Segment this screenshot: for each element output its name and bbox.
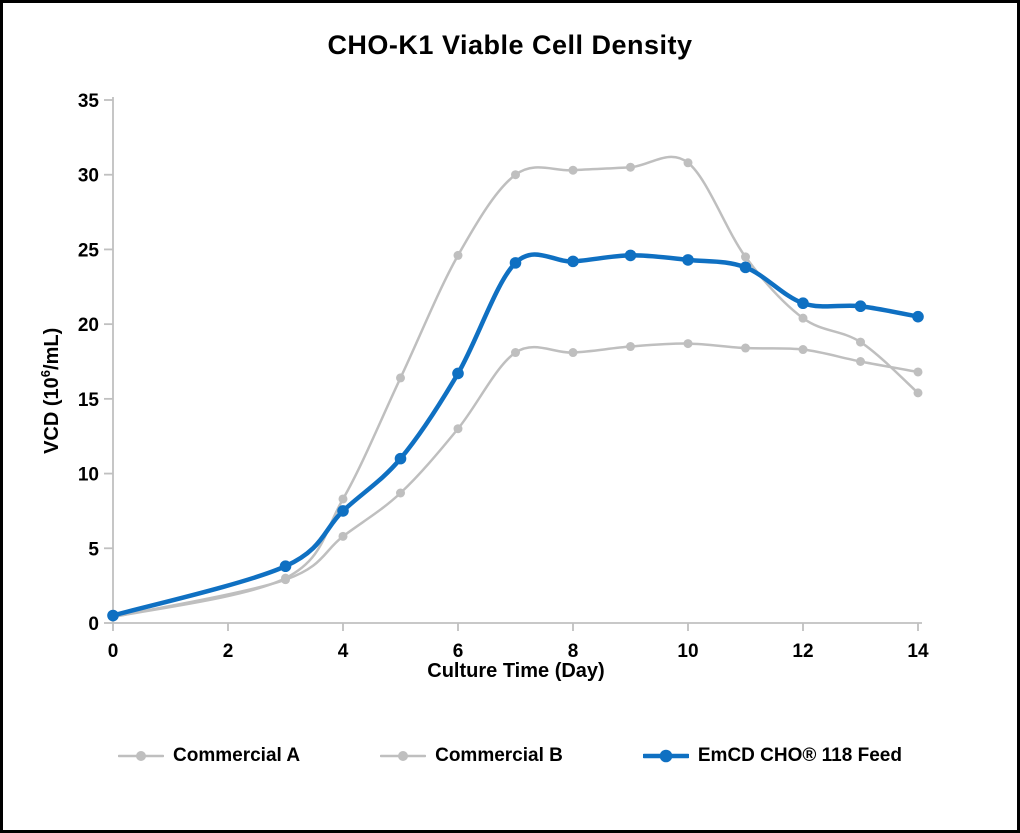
y-tick-label: 0 [88,614,99,635]
legend-label-emcd-cho-118-feed: EmCD CHO® 118 Feed [697,745,902,766]
series-marker-commercial-b [683,339,693,349]
y-axis-title-prefix: VCD (10 [40,377,63,454]
x-tick-label: 8 [568,641,579,662]
series-marker-emcd-cho-118-feed [452,367,464,380]
series-marker-emcd-cho-118-feed [509,257,522,269]
series-marker-commercial-a [741,252,750,262]
series-line-emcd-cho-118-feed [110,252,921,618]
y-axis-title-suffix: /mL) [40,327,63,370]
y-tick-label: 10 [78,465,99,486]
legend-item-commercial-a: Commercial A [118,745,300,767]
series-marker-commercial-b [798,345,808,355]
series-marker-commercial-b [396,488,405,498]
series-marker-emcd-cho-118-feed [797,297,809,310]
x-tick-label: 6 [453,641,464,662]
x-tick-label: 12 [792,641,813,662]
series-marker-commercial-b [338,531,348,541]
x-tick-label: 10 [677,641,698,662]
y-tick-label: 15 [78,390,100,411]
x-axis-title: Culture Time (Day) [427,660,605,682]
y-axis-title: VCD (106/mL) [38,291,64,491]
series-marker-commercial-a [626,162,635,172]
legend-item-commercial-b: Commercial B [380,745,563,767]
series-marker-commercial-a [913,388,923,398]
series-marker-emcd-cho-118-feed [912,310,924,323]
series-marker-commercial-a [856,337,865,347]
x-tick-label: 4 [338,641,349,662]
series-marker-emcd-cho-118-feed [107,609,119,622]
y-tick-label: 25 [78,240,100,261]
series-line-commercial-a [111,155,920,619]
y-tick-label: 30 [78,166,99,187]
series-marker-emcd-cho-118-feed [394,452,407,465]
series-marker-commercial-b [741,343,750,353]
plot-area: 0 5 10 15 20 25 30 35 0 2 4 6 8 10 12 14 [78,91,929,662]
x-tick-label: 0 [108,641,119,662]
y-tick-label: 20 [78,315,99,336]
legend-dot [398,751,409,761]
chart-title: CHO-K1 Viable Cell Density [327,30,693,60]
legend-dot [659,749,673,763]
series-marker-commercial-a [511,170,520,180]
series-marker-emcd-cho-118-feed [739,261,752,274]
series-marker-commercial-a [683,158,693,168]
series-marker-emcd-cho-118-feed [854,300,867,313]
legend-marker-emcd-cho-118-feed [642,749,689,763]
series-marker-emcd-cho-118-feed [624,249,637,262]
legend-dot [136,751,147,761]
legend-label-commercial-b: Commercial B [435,745,563,766]
series-marker-commercial-b [913,367,923,377]
legend-label-commercial-a: Commercial A [173,745,301,766]
series-marker-commercial-a [453,250,463,260]
series-line-commercial-b [111,342,920,619]
x-tick-label: 14 [907,641,929,662]
y-tick-label: 35 [78,91,100,112]
series-marker-emcd-cho-118-feed [337,505,349,517]
series-marker-commercial-a [568,165,578,175]
series-marker-emcd-cho-118-feed [567,255,579,268]
legend-marker-commercial-b [380,751,427,761]
series-marker-commercial-b [568,348,578,358]
legend: Commercial A Commercial B EmCD CHO® 118 … [3,745,1017,767]
series-marker-commercial-b [511,348,520,358]
series-marker-emcd-cho-118-feed [279,560,292,573]
y-axis-title-superscript: 6 [38,369,54,378]
series-marker-commercial-b [856,357,865,366]
series-marker-commercial-a [396,373,405,383]
series-marker-emcd-cho-118-feed [682,254,694,266]
series-marker-commercial-b [281,575,290,585]
legend-item-emcd-cho-118-feed: EmCD CHO® 118 Feed [642,745,902,767]
series-marker-commercial-b [626,342,635,352]
y-tick-label: 5 [88,539,99,560]
series-marker-commercial-a [338,494,348,504]
x-tick-label: 2 [223,641,234,662]
series-marker-commercial-a [798,313,808,323]
series-marker-commercial-b [453,424,463,434]
legend-marker-commercial-a [118,751,165,761]
